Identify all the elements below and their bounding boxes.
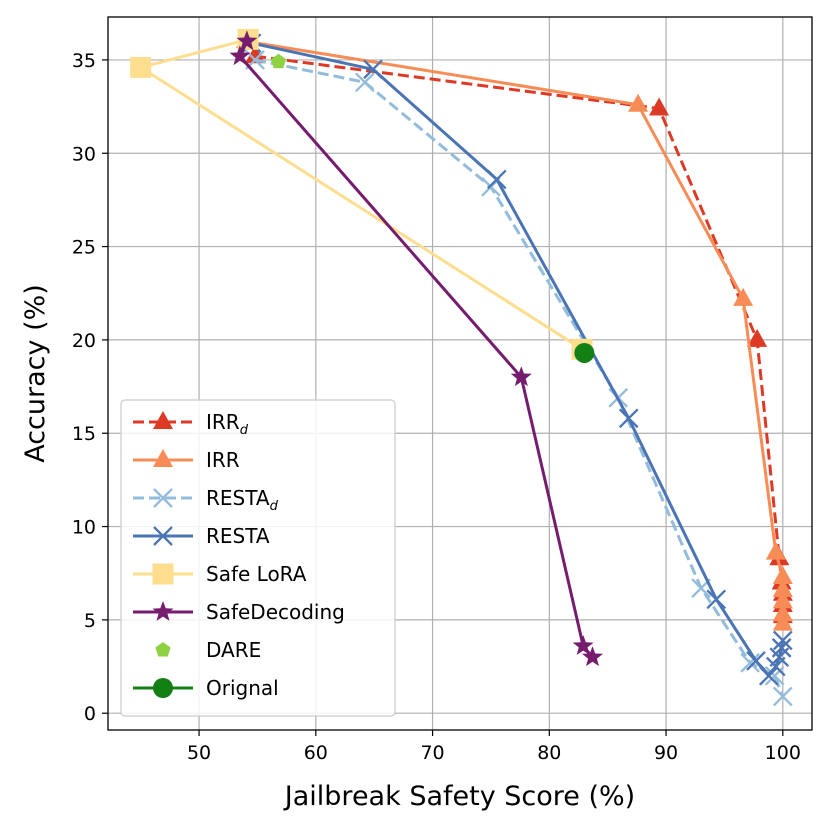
- series-layer: [130, 28, 793, 707]
- legend-label: RESTA: [206, 524, 270, 548]
- data-point-irr-d: [747, 328, 768, 347]
- legend-entry-resta: RESTA: [133, 524, 270, 548]
- legend-marker: [155, 642, 171, 657]
- legend-entry-orignal: Orignal: [133, 676, 279, 700]
- x-tick-label: 80: [537, 742, 561, 764]
- data-point-resta: [758, 666, 779, 686]
- data-point-irr: [772, 590, 793, 609]
- y-tick-label: 5: [84, 610, 96, 632]
- legend-marker: [153, 678, 173, 698]
- y-tick-label: 0: [84, 703, 96, 725]
- y-axis-label: Accuracy (%): [20, 284, 51, 463]
- data-point-resta: [772, 630, 793, 651]
- data-point-safedecoding: [510, 366, 532, 387]
- plot-frame: [107, 16, 813, 731]
- data-point-irr: [772, 565, 793, 584]
- y-tick-label: 20: [72, 330, 96, 352]
- series-irr: [235, 30, 793, 631]
- legend-box: [120, 399, 396, 717]
- axis-ticks: 50 60 70 80 90 100 0 5 10 15 20 25 30 35: [72, 50, 801, 764]
- legend-marker: [153, 488, 173, 508]
- series-resta: [241, 33, 793, 686]
- data-point-resta: [618, 408, 639, 429]
- data-point-safe-lora: [130, 56, 152, 78]
- data-point-resta: [486, 169, 507, 190]
- data-point-irr: [628, 93, 649, 112]
- legend: IRRd IRR RESTAd RESTA Safe LoRA SafeDecoding D…: [120, 399, 396, 717]
- legend-entry-safedecoding: SafeDecoding: [133, 600, 345, 624]
- series-dare: [270, 53, 287, 69]
- x-tick-label: 90: [654, 742, 678, 764]
- data-point-safedecoding: [236, 30, 258, 51]
- data-point-irr: [765, 541, 786, 560]
- x-tick-label: 100: [765, 742, 801, 764]
- data-point-resta: [746, 651, 766, 671]
- data-point-resta: [771, 638, 792, 658]
- data-point-irr: [772, 603, 793, 622]
- data-point-safedecoding: [572, 635, 594, 655]
- data-point-resta-d: [740, 652, 760, 673]
- data-point-resta: [363, 59, 383, 80]
- x-tick-label: 60: [304, 742, 328, 764]
- legend-marker: [153, 449, 173, 467]
- data-point-irr: [733, 287, 754, 306]
- data-point-irr-d: [649, 97, 670, 116]
- legend-marker: [153, 411, 173, 429]
- legend-marker: [152, 563, 174, 585]
- data-point-irr-d: [245, 45, 266, 64]
- legend-marker: [153, 526, 173, 546]
- data-point-irr: [772, 612, 793, 631]
- data-point-resta-d: [355, 72, 375, 93]
- legend-label: RESTAd: [206, 486, 279, 514]
- data-point-resta: [706, 589, 727, 610]
- data-point-safedecoding: [582, 646, 603, 667]
- data-point-resta-d: [772, 686, 793, 707]
- y-tick-label: 15: [72, 423, 96, 445]
- y-tick-label: 30: [72, 143, 96, 165]
- legend-entry-dare: DARE: [155, 638, 261, 662]
- data-point-irr: [772, 579, 793, 598]
- y-tick-label: 35: [72, 50, 96, 72]
- legend-label: Safe LoRA: [206, 562, 307, 586]
- data-point-dare: [270, 53, 287, 69]
- x-axis-label: Jailbreak Safety Score (%): [283, 781, 635, 812]
- x-tick-label: 50: [187, 742, 211, 764]
- y-tick-label: 25: [72, 237, 96, 259]
- legend-entry-resta-d: RESTAd: [133, 486, 279, 514]
- data-point-orignal: [574, 342, 595, 363]
- series-safedecoding: [229, 30, 603, 667]
- data-point-safedecoding: [229, 45, 251, 66]
- legend-entry-irr-d: IRRd: [133, 410, 249, 438]
- legend-marker: [152, 601, 174, 621]
- series-orignal: [574, 342, 595, 363]
- legend-entry-safe-lora: Safe LoRA: [133, 562, 307, 586]
- legend-label: SafeDecoding: [206, 600, 345, 624]
- legend-label: DARE: [206, 638, 261, 662]
- legend-label: IRR: [206, 448, 240, 472]
- legend-label: IRRd: [206, 410, 249, 438]
- legend-entry-irr: IRR: [133, 448, 240, 472]
- legend-label: Orignal: [206, 676, 279, 700]
- y-tick-label: 10: [72, 517, 96, 539]
- x-tick-label: 70: [420, 742, 444, 764]
